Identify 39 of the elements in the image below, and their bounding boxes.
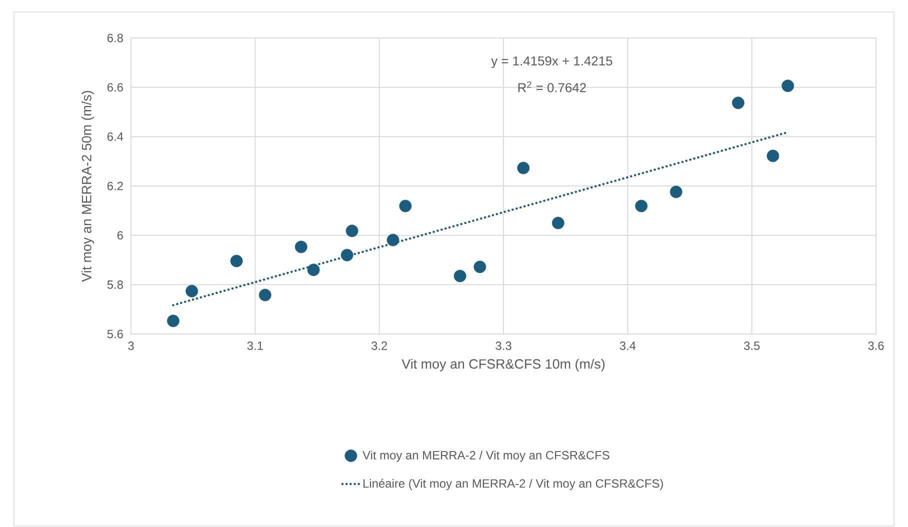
x-tick-label: 3.5 bbox=[744, 342, 760, 350]
x-tick-label: 3.2 bbox=[371, 342, 388, 350]
x-tick-label: 3 bbox=[128, 342, 134, 350]
x-axis-title: Vit moy an CFSR&CFS 10m (m/s) bbox=[402, 358, 605, 372]
y-tick-label: 6.2 bbox=[107, 182, 123, 190]
x-tick-label: 3.1 bbox=[247, 342, 263, 350]
legend-label: Linéaire (Vit moy an MERRA-2 / Vit moy an CFSR&CFS) bbox=[364, 478, 663, 490]
y-tick-label: 5.8 bbox=[107, 280, 123, 289]
point bbox=[635, 200, 648, 212]
legend-label: Vit moy an MERRA-2 / Vit moy an CFSR&CFS bbox=[362, 450, 610, 462]
x-tick-label: 3.3 bbox=[496, 342, 512, 350]
annotation: R$^{2}$ = 0.7642 bbox=[518, 81, 586, 92]
y-tick-label: 6 bbox=[117, 231, 123, 240]
point bbox=[782, 80, 794, 92]
point bbox=[230, 254, 243, 268]
point bbox=[346, 224, 358, 238]
point bbox=[766, 150, 780, 162]
point bbox=[517, 162, 530, 174]
y-tick-label: 5.6 bbox=[107, 330, 123, 338]
point bbox=[552, 216, 564, 230]
point bbox=[454, 270, 466, 282]
point bbox=[340, 248, 354, 262]
point bbox=[258, 288, 272, 302]
x-tick-label: 3.4 bbox=[620, 342, 636, 350]
point bbox=[294, 240, 308, 254]
point bbox=[386, 234, 400, 246]
annotation: y = 1.4159x + 1.4215 bbox=[491, 56, 612, 68]
point bbox=[474, 260, 486, 274]
y-tick-label: 6.8 bbox=[107, 34, 123, 42]
point bbox=[399, 200, 412, 212]
y-tick-label: 6.6 bbox=[107, 83, 123, 92]
point bbox=[186, 284, 198, 298]
y-axis-title: Vit moy an MERRA-2 50m (m/s) bbox=[81, 90, 94, 282]
point bbox=[307, 264, 320, 276]
y-tick-label: 6.4 bbox=[107, 132, 124, 141]
point bbox=[670, 186, 682, 198]
point bbox=[732, 96, 744, 110]
x-tick-label: 3.6 bbox=[868, 342, 884, 350]
point bbox=[167, 314, 180, 328]
